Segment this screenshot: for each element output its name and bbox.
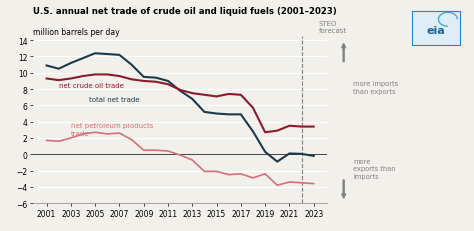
Text: net petroleum products
trade: net petroleum products trade [71,123,153,136]
Text: million barrels per day: million barrels per day [33,28,120,37]
Text: U.S. annual net trade of crude oil and liquid fuels (2001–2023): U.S. annual net trade of crude oil and l… [33,7,337,16]
Text: net crude oil trade: net crude oil trade [59,83,124,89]
Text: more imports
than exports: more imports than exports [353,81,398,94]
Text: eia: eia [427,26,446,36]
Text: total net trade: total net trade [89,97,139,103]
Text: more
exports than
imports: more exports than imports [353,158,396,179]
Text: STEO
forecast: STEO forecast [319,21,346,34]
